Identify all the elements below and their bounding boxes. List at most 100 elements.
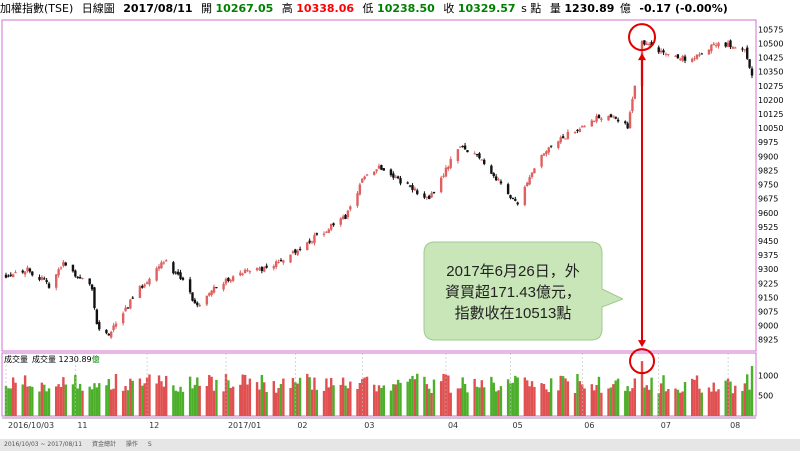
candle-body xyxy=(411,185,414,190)
volume-bar xyxy=(406,381,409,416)
candle-body xyxy=(592,120,596,122)
candle-body xyxy=(239,272,242,276)
volume-bar xyxy=(155,383,158,416)
candle-body xyxy=(227,277,230,281)
candle-body xyxy=(179,272,182,279)
price-tick-label: 9000 xyxy=(758,322,778,331)
x-tick-label: 12 xyxy=(149,421,159,430)
candle-body xyxy=(674,55,677,57)
candle-body xyxy=(595,115,598,122)
candle-body xyxy=(47,283,51,288)
volume-bar xyxy=(564,378,567,416)
candle-body xyxy=(382,168,385,171)
price-tick-label: 9900 xyxy=(758,152,778,161)
candle-body xyxy=(231,276,235,281)
volume-bar xyxy=(23,375,27,416)
volume-bar xyxy=(26,386,29,416)
volume-bar xyxy=(272,381,275,416)
candle-body xyxy=(93,287,96,309)
candle-body xyxy=(645,43,648,45)
volume-bar xyxy=(547,392,550,416)
price-panel-frame xyxy=(1,19,757,352)
candle-body xyxy=(306,242,309,251)
volume-bar xyxy=(392,384,395,416)
volume-bar xyxy=(695,375,699,416)
volume-bar xyxy=(626,386,629,416)
volume-bar xyxy=(157,375,161,416)
x-tick-label: 04 xyxy=(448,421,458,430)
volume-bar xyxy=(78,383,82,416)
price-axis: 8925 9000 9075 9150 9225 9300 9375 9450 9525 9600… xyxy=(758,25,783,344)
volume-bar xyxy=(114,374,118,416)
volume-bar xyxy=(444,374,448,416)
candle-body xyxy=(274,261,278,268)
volume-bar xyxy=(38,391,41,416)
candle-body xyxy=(746,47,749,59)
candle-body xyxy=(114,323,118,327)
volume-bar xyxy=(21,384,24,416)
candle-body xyxy=(188,279,192,293)
candle-body xyxy=(679,58,682,60)
volume-bar xyxy=(533,387,536,416)
volume-unit: 億 xyxy=(619,2,631,15)
x-tick-label: 2016/10/03 xyxy=(8,421,54,430)
volume-bar xyxy=(750,365,754,416)
price-tick-label: 10575 xyxy=(758,25,783,34)
candle-body xyxy=(57,269,60,276)
volume-bar xyxy=(124,386,127,416)
volume-bar xyxy=(494,391,498,416)
volume-bar xyxy=(679,392,682,416)
volume-bar xyxy=(210,376,213,416)
candle-body xyxy=(162,262,166,264)
volume-tick-label: 1000 xyxy=(758,371,778,380)
candle-body xyxy=(243,269,247,274)
x-tick-label: 03 xyxy=(364,421,374,430)
volume-bar xyxy=(40,382,44,416)
candle-body xyxy=(143,284,146,287)
candle-body xyxy=(449,159,452,168)
volume-bar xyxy=(573,392,577,416)
volume-bar xyxy=(14,382,17,416)
candle-body xyxy=(255,268,259,271)
volume-bar xyxy=(148,374,151,416)
volume-bar xyxy=(31,386,34,416)
volume-bar xyxy=(239,384,242,416)
x-tick-label: 07 xyxy=(661,421,671,430)
volume-bar xyxy=(714,391,718,416)
candle-body xyxy=(344,214,347,219)
volume-bar xyxy=(74,374,77,416)
volume-bar xyxy=(413,379,417,416)
footer-item[interactable]: 資金總計 xyxy=(91,441,116,448)
volume-bar xyxy=(329,377,333,416)
candle-body xyxy=(138,286,142,298)
volume-bar xyxy=(506,379,510,416)
volume-bar xyxy=(274,392,278,416)
volume-bar xyxy=(549,378,553,416)
volume-bar xyxy=(628,391,632,416)
candle-body xyxy=(176,271,180,275)
candle-body xyxy=(473,153,476,155)
footer-item[interactable]: S xyxy=(147,441,152,448)
candle-body xyxy=(676,54,680,59)
close-label: 收 xyxy=(443,2,455,15)
candle-body xyxy=(573,131,577,134)
candle-body xyxy=(432,191,436,193)
volume-bar xyxy=(643,387,646,416)
candle-body xyxy=(533,168,536,174)
candle-body xyxy=(712,43,715,46)
candle-body xyxy=(633,85,637,99)
volume-bar xyxy=(492,382,495,416)
candle-body xyxy=(98,322,101,330)
volume-reading: 成交量 1230.89億 xyxy=(32,354,100,364)
candle-body xyxy=(631,99,634,112)
candle-body xyxy=(408,185,412,187)
volume-bar xyxy=(542,383,546,416)
footer-item[interactable]: 操作 xyxy=(125,441,138,448)
candle-body xyxy=(444,167,448,177)
volume-bar xyxy=(358,383,362,416)
candle-body xyxy=(160,262,163,269)
volume-bar xyxy=(456,388,460,416)
candle-body xyxy=(349,206,352,210)
candle-body xyxy=(748,59,751,68)
candle-body xyxy=(461,146,464,148)
